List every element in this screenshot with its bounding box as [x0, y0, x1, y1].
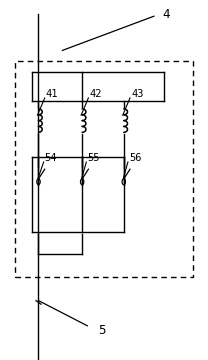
Text: 54: 54 [45, 153, 57, 163]
Text: 42: 42 [89, 89, 102, 99]
Text: 56: 56 [129, 153, 141, 163]
Bar [15, 61, 193, 277]
Text: 55: 55 [87, 153, 100, 163]
Text: 5: 5 [98, 324, 105, 337]
Text: 41: 41 [46, 89, 58, 99]
Text: 43: 43 [131, 89, 144, 99]
Text: 4: 4 [162, 8, 170, 21]
